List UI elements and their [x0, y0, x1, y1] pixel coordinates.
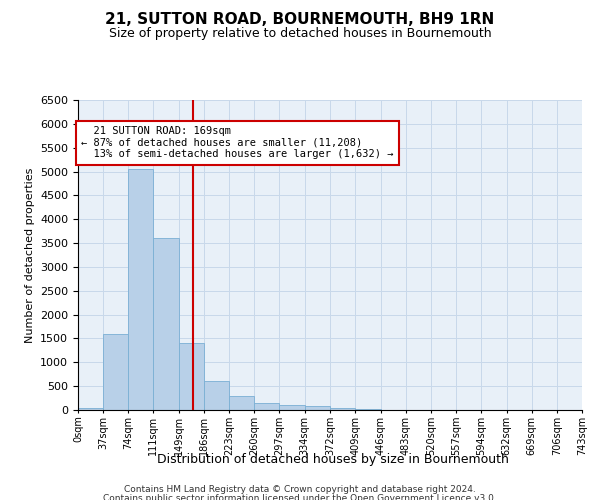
Bar: [103, 334, 128, 410]
Bar: [305, 406, 331, 410]
Bar: [204, 382, 229, 410]
Y-axis label: Number of detached properties: Number of detached properties: [25, 168, 35, 342]
Text: Size of property relative to detached houses in Bournemouth: Size of property relative to detached ho…: [109, 28, 491, 40]
Text: Distribution of detached houses by size in Bournemouth: Distribution of detached houses by size …: [157, 452, 509, 466]
Text: Contains HM Land Registry data © Crown copyright and database right 2024.: Contains HM Land Registry data © Crown c…: [124, 485, 476, 494]
Bar: [229, 396, 254, 410]
Bar: [254, 403, 280, 410]
Bar: [78, 408, 103, 410]
Bar: [153, 238, 179, 410]
Text: Contains public sector information licensed under the Open Government Licence v3: Contains public sector information licen…: [103, 494, 497, 500]
Bar: [128, 169, 153, 410]
Bar: [179, 343, 204, 410]
Text: 21 SUTTON ROAD: 169sqm
← 87% of detached houses are smaller (11,208)
  13% of se: 21 SUTTON ROAD: 169sqm ← 87% of detached…: [82, 126, 394, 160]
Text: 21, SUTTON ROAD, BOURNEMOUTH, BH9 1RN: 21, SUTTON ROAD, BOURNEMOUTH, BH9 1RN: [106, 12, 494, 28]
Bar: [331, 408, 355, 410]
Bar: [280, 405, 305, 410]
Bar: [355, 408, 380, 410]
